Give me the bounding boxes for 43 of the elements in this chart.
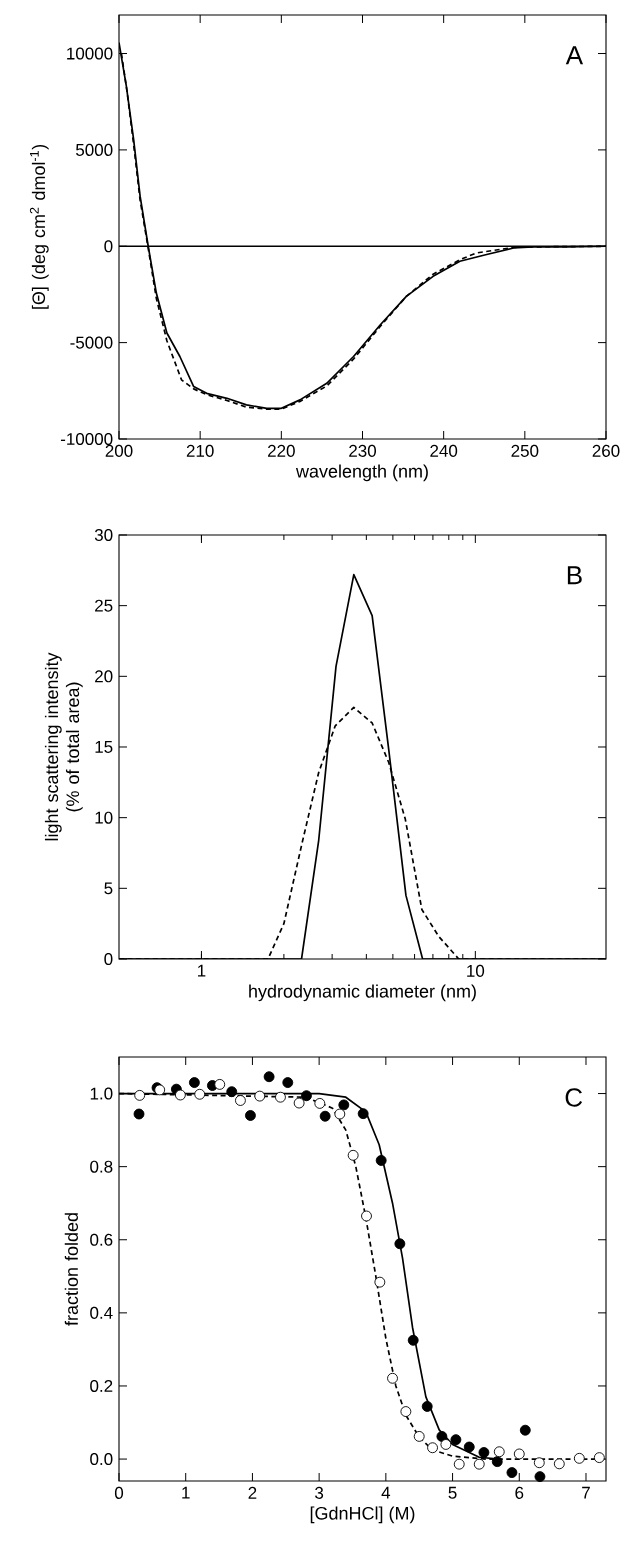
annotation: C	[565, 1088, 583, 1107]
annotation: B	[567, 566, 582, 585]
x-tick-label: 210	[186, 444, 214, 457]
x-tick-label: 240	[430, 444, 458, 457]
y-tick-label: 0.6	[90, 1233, 113, 1246]
y-axis-title: fraction folded	[64, 1213, 78, 1326]
y-tick-label: 1.0	[90, 1087, 113, 1100]
y-axis-title: [Θ] (deg cm$^{2}$ dmol$^{-1}$)	[29, 144, 49, 309]
x-tick-label: 4	[381, 1486, 391, 1499]
y-tick-label: 5	[104, 882, 113, 895]
y-axis-title: light scattering intensity (% of total area)	[44, 652, 83, 841]
x-tick-label: 250	[511, 444, 539, 457]
x-tick-label: 6	[515, 1486, 524, 1499]
y-tick-label: -10000	[60, 432, 113, 446]
x-tick-label: 260	[592, 444, 620, 457]
y-tick-label: 5000	[76, 143, 113, 156]
y-tick-label: 0.2	[90, 1379, 113, 1392]
x-tick-label: 220	[268, 444, 295, 457]
y-tick-label: 0.4	[90, 1306, 113, 1319]
x-axis-title: [GdnHCl] (M)	[310, 1506, 415, 1524]
x-tick-label: 230	[349, 444, 377, 457]
y-tick-label: 10	[95, 811, 113, 824]
y-tick-label: 25	[95, 599, 113, 612]
x-tick-label: 0	[114, 1486, 124, 1499]
x-axis-title: wavelength (nm)	[295, 464, 428, 482]
y-tick-label: 20	[95, 670, 113, 683]
x-tick-label: 1	[182, 1486, 190, 1499]
y-tick-label: -5000	[70, 336, 113, 349]
x-axis-title: hydrodynamic diameter (nm)	[249, 984, 476, 1002]
x-tick-label: 3	[315, 1486, 324, 1499]
y-tick-label: 0	[104, 952, 113, 966]
y-tick-label: 15	[95, 741, 113, 753]
x-tick-label: 2	[248, 1486, 257, 1499]
annotation: A	[565, 46, 584, 65]
x-tick-label: 7	[582, 1486, 590, 1499]
x-tick-label: 200	[105, 444, 133, 457]
x-tick-label: 5	[448, 1486, 457, 1499]
y-tick-label: 0.0	[90, 1453, 113, 1466]
x-tick-label: 1	[198, 964, 206, 977]
y-tick-label: 10000	[67, 47, 113, 60]
y-tick-label: 0.8	[90, 1160, 113, 1173]
y-tick-label: 30	[94, 528, 113, 542]
y-tick-label: 0	[104, 240, 113, 253]
